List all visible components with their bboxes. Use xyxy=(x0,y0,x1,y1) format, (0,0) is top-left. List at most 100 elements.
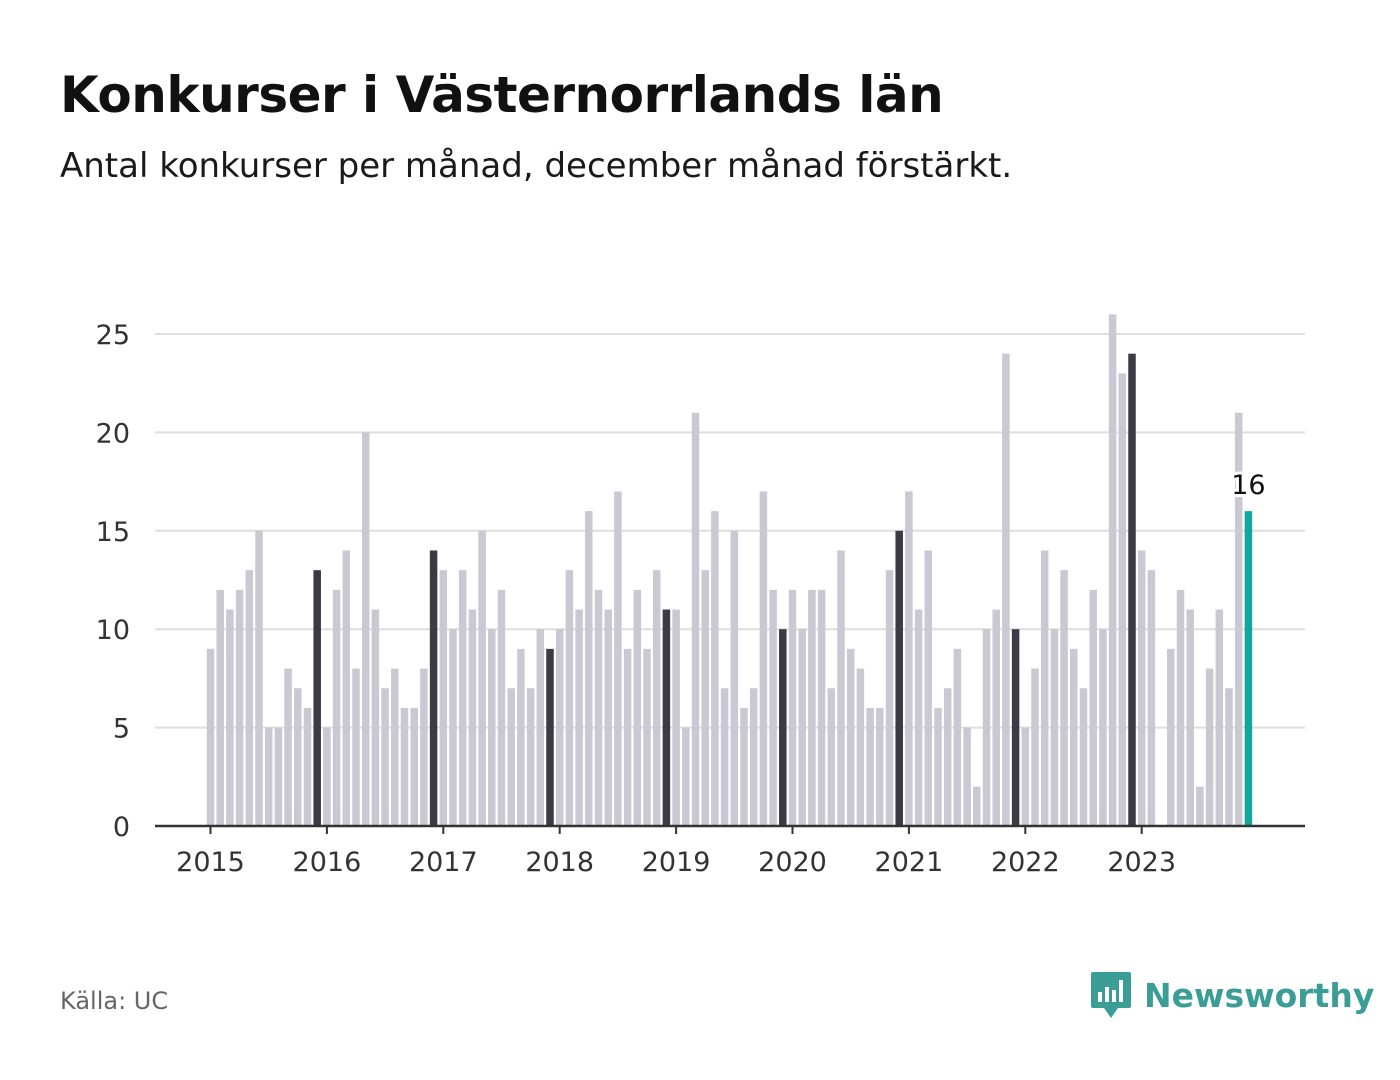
bar xyxy=(1244,511,1253,826)
bar xyxy=(1011,629,1020,826)
bar xyxy=(846,648,855,826)
bar xyxy=(585,511,593,826)
bar xyxy=(1147,570,1156,826)
bar xyxy=(1040,550,1049,826)
bar xyxy=(1128,353,1136,826)
chart-subtitle: Antal konkurser per månad, december måna… xyxy=(60,146,1013,186)
bar xyxy=(352,668,360,826)
y-axis-ticks: 0 5 10 15 20 25 xyxy=(96,320,130,843)
bar xyxy=(866,707,874,826)
bar xyxy=(837,550,845,826)
x-tick-label: 2017 xyxy=(409,847,478,878)
bar xyxy=(856,668,865,826)
bar xyxy=(1234,412,1243,826)
bars xyxy=(206,314,1253,826)
bar xyxy=(284,668,292,826)
bar xyxy=(623,648,632,826)
latest-value-label: 16 xyxy=(1231,470,1265,501)
y-tick-label: 25 xyxy=(96,320,130,351)
x-tick-label: 2023 xyxy=(1107,847,1176,878)
bar xyxy=(924,550,933,826)
chart-title: Konkurser i Västernorrlands län xyxy=(60,66,944,124)
bar xyxy=(1021,727,1030,826)
bar xyxy=(652,570,661,826)
bar xyxy=(458,570,467,826)
bar xyxy=(808,589,816,826)
bar xyxy=(604,609,612,826)
bar xyxy=(332,589,341,826)
bar xyxy=(1070,648,1078,826)
bar xyxy=(313,570,321,826)
bar xyxy=(294,688,302,826)
bar xyxy=(895,530,903,826)
bar xyxy=(235,589,244,826)
newsworthy-logo-icon xyxy=(1091,972,1131,1018)
bar xyxy=(216,589,224,826)
bar xyxy=(1089,589,1097,826)
bar xyxy=(1031,668,1039,826)
bar xyxy=(973,786,981,826)
bar xyxy=(526,688,535,826)
bar xyxy=(468,609,477,826)
x-tick-label: 2018 xyxy=(525,847,594,878)
bar xyxy=(1079,688,1088,826)
bar xyxy=(1167,648,1175,826)
bar xyxy=(245,570,254,826)
bar xyxy=(439,570,448,826)
x-axis-ticks: 2015 2016 2017 2018 2019 2020 2021 2022 2023 xyxy=(176,826,1176,878)
bar xyxy=(643,648,651,826)
data-labels: 16 xyxy=(1228,467,1268,504)
y-tick-label: 5 xyxy=(113,714,130,745)
y-tick-label: 15 xyxy=(96,517,130,548)
bar xyxy=(934,707,942,826)
bar xyxy=(517,648,525,826)
bar xyxy=(1225,688,1233,826)
bar xyxy=(1205,668,1214,826)
bar xyxy=(730,530,739,826)
bar xyxy=(255,530,263,826)
bar xyxy=(914,609,923,826)
source-note: Källa: UC xyxy=(60,987,169,1015)
bar xyxy=(740,707,748,826)
bar xyxy=(817,589,826,826)
bar xyxy=(788,589,797,826)
bar xyxy=(371,609,380,826)
bar xyxy=(274,727,283,826)
bar xyxy=(711,511,719,826)
x-tick-label: 2019 xyxy=(642,847,711,878)
bar xyxy=(429,550,438,826)
bar xyxy=(1196,786,1204,826)
brand-logo: Newsworthy xyxy=(1090,970,1374,1020)
bar xyxy=(827,688,836,826)
bar xyxy=(1215,609,1224,826)
bar xyxy=(614,491,622,826)
bar xyxy=(536,629,545,826)
bar xyxy=(391,668,399,826)
x-tick-label: 2020 xyxy=(758,847,827,878)
bar xyxy=(905,491,913,826)
bar xyxy=(575,609,583,826)
x-tick-label: 2021 xyxy=(875,847,944,878)
bar xyxy=(410,707,418,826)
x-tick-label: 2015 xyxy=(176,847,245,878)
bar xyxy=(769,589,777,826)
bar xyxy=(497,589,506,826)
bar xyxy=(749,688,758,826)
x-tick-label: 2016 xyxy=(293,847,362,878)
bar xyxy=(546,648,554,826)
bar xyxy=(798,629,806,826)
bar xyxy=(303,707,312,826)
y-tick-label: 0 xyxy=(113,812,130,843)
bar xyxy=(633,589,642,826)
bar xyxy=(381,688,389,826)
bar xyxy=(691,412,700,826)
bar xyxy=(943,688,952,826)
bar xyxy=(1050,629,1059,826)
bar xyxy=(992,609,1000,826)
bar xyxy=(1002,353,1010,826)
bar xyxy=(779,629,787,826)
bar xyxy=(226,609,234,826)
bar xyxy=(876,707,884,826)
bar xyxy=(565,570,574,826)
